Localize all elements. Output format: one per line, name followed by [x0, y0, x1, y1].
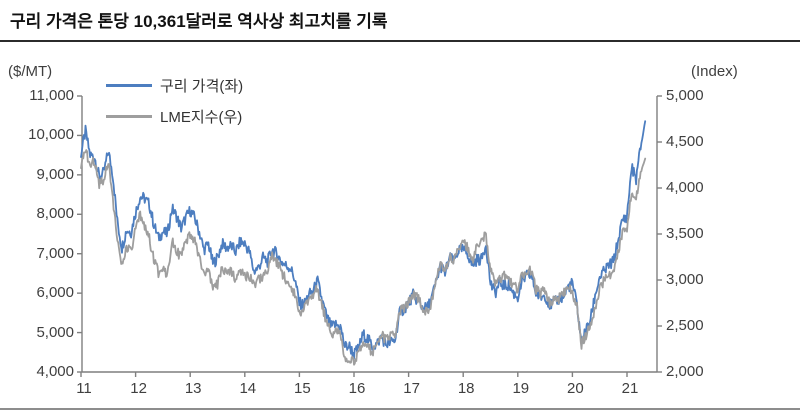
right-axis-tick-label: 3,000 — [666, 271, 704, 288]
legend-label-copper: 구리 가격(좌) — [160, 77, 244, 95]
right-axis-tick-label: 2,000 — [666, 363, 704, 380]
left-axis-tick-label: 4,000 — [36, 363, 74, 380]
copper-price-line — [80, 120, 647, 360]
left-axis-tick-label: 7,000 — [36, 244, 74, 262]
x-axis-tick-label: 18 — [457, 380, 475, 397]
chart-title: 구리 가격은 톤당 10,361달러로 역사상 최고치를 기록 — [10, 12, 388, 31]
x-axis-tick-label: 11 — [76, 380, 92, 397]
x-axis-tick-label: 21 — [621, 380, 639, 397]
x-axis-tick-label: 12 — [130, 380, 147, 397]
right-axis-tick-label: 5,000 — [666, 87, 704, 104]
lme-line-swatch — [106, 114, 152, 118]
right-axis-tick-label: 3,500 — [666, 225, 704, 242]
x-axis-tick-label: 20 — [567, 380, 584, 397]
title-divider-line — [0, 40, 800, 42]
legend-item-copper: 구리 가격(좌) — [106, 75, 243, 95]
right-axis-tick-label: 4,500 — [666, 133, 704, 150]
x-axis-tick-label: 17 — [403, 380, 420, 397]
left-axis-unit-label: ($/MT) — [8, 63, 53, 80]
x-axis-tick-label: 13 — [184, 380, 202, 397]
left-axis-tick-label: 8,000 — [36, 205, 74, 223]
lme-index-line — [80, 149, 647, 366]
right-axis-tick-label: 2,500 — [666, 317, 704, 334]
left-axis-tick-label: 9,000 — [36, 165, 74, 183]
legend-item-lme: LME지수(우) — [106, 106, 243, 126]
bottom-divider-line — [0, 408, 800, 410]
right-axis-unit-label: (Index) — [691, 63, 738, 80]
x-axis-tick-label: 15 — [294, 380, 311, 397]
right-axis-tick-label: 4,000 — [666, 179, 704, 196]
x-axis-tick-label: 19 — [512, 380, 530, 397]
x-axis-tick-label: 14 — [239, 380, 257, 397]
legend-label-lme: LME지수(우) — [160, 108, 243, 126]
chart-legend: 구리 가격(좌) LME지수(우) — [106, 75, 243, 137]
x-axis-tick-label: 16 — [348, 380, 366, 397]
left-axis-tick-label: 6,000 — [36, 284, 74, 302]
left-axis-tick-label: 10,000 — [28, 126, 74, 144]
copper-line-swatch — [106, 83, 152, 87]
left-axis-tick-label: 5,000 — [36, 323, 74, 341]
left-axis-tick-label: 11,000 — [29, 87, 74, 104]
